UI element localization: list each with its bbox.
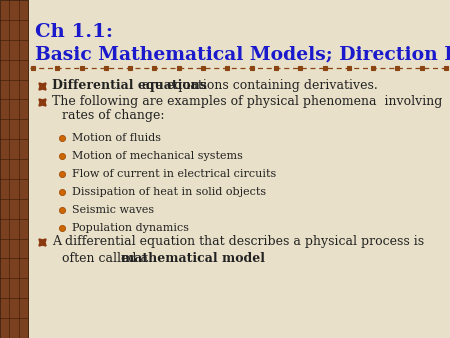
Text: Ch 1.1:: Ch 1.1:	[35, 23, 113, 41]
Text: Seismic waves: Seismic waves	[72, 205, 154, 215]
Text: Basic Mathematical Models; Direction Fields: Basic Mathematical Models; Direction Fie…	[35, 45, 450, 63]
Text: rates of change:: rates of change:	[62, 110, 165, 122]
Text: Motion of mechanical systems: Motion of mechanical systems	[72, 151, 243, 161]
Text: Population dynamics: Population dynamics	[72, 223, 189, 233]
Text: A differential equation that describes a physical process is: A differential equation that describes a…	[52, 236, 424, 248]
Bar	[0, 0, 28, 338]
Text: are equations containing derivatives.: are equations containing derivatives.	[138, 79, 377, 93]
Text: mathematical model: mathematical model	[121, 251, 265, 265]
Text: Motion of fluids: Motion of fluids	[72, 133, 161, 143]
Text: often called a: often called a	[62, 251, 152, 265]
Text: Differential equations: Differential equations	[52, 79, 207, 93]
Text: Flow of current in electrical circuits: Flow of current in electrical circuits	[72, 169, 276, 179]
Text: .: .	[208, 251, 212, 265]
Text: The following are examples of physical phenomena  involving: The following are examples of physical p…	[52, 96, 442, 108]
Text: Dissipation of heat in solid objects: Dissipation of heat in solid objects	[72, 187, 266, 197]
